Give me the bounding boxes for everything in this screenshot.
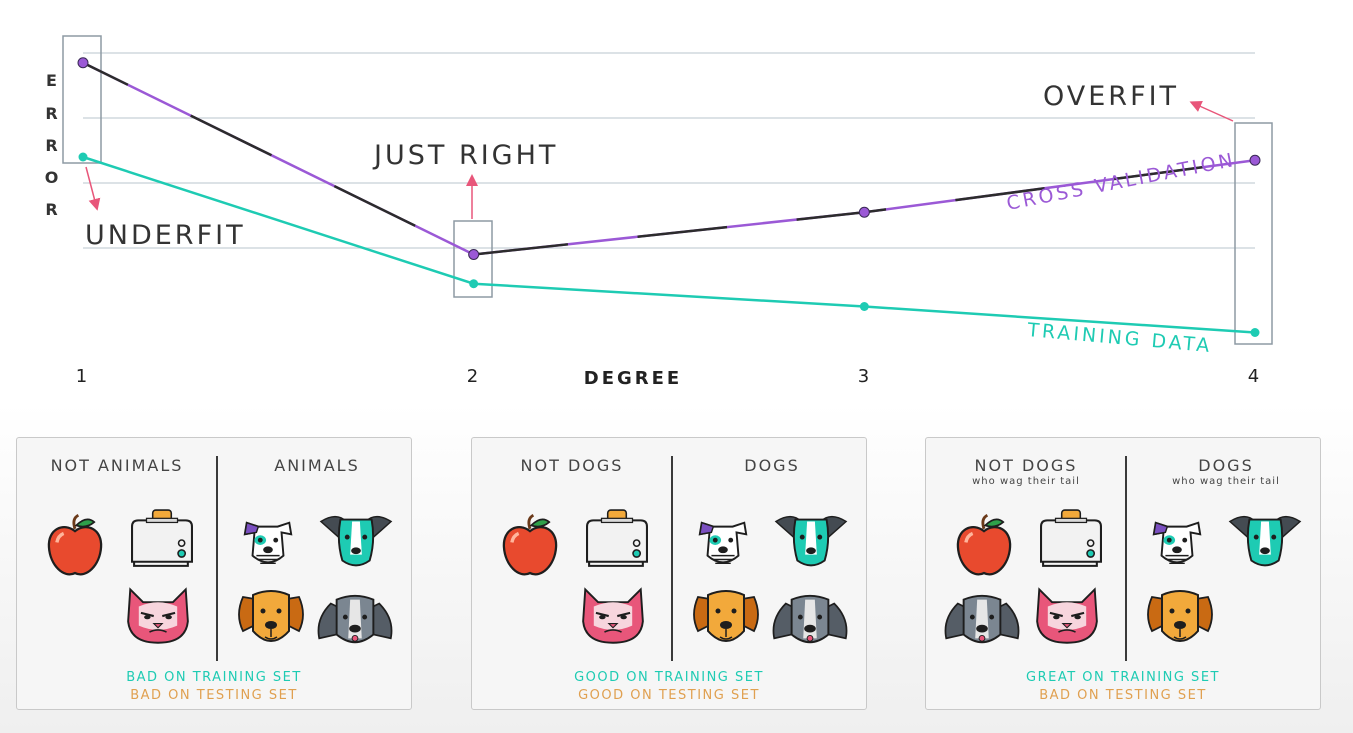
data-point-cross-validation-2 — [468, 249, 480, 260]
data-point-training-data-2 — [469, 279, 479, 289]
dog-orange-icon — [1142, 585, 1218, 656]
data-point-cross-validation-1 — [77, 57, 89, 69]
cat-icon — [578, 583, 648, 652]
underfit-arrow — [85, 166, 101, 211]
x-tick-label-2: 2 — [467, 366, 481, 387]
dog-spotted-icon — [239, 516, 297, 577]
right-group-title: ANIMALS — [274, 456, 360, 475]
panel-not-animals-vs-animals: NOT ANIMALS ANIMALS BAD ON TRAINING SET … — [16, 437, 412, 710]
right-group-title: DOGS — [1198, 456, 1254, 475]
dog-teal-icon — [317, 511, 395, 576]
x-axis-label: DEGREE — [584, 368, 682, 389]
data-point-training-data-4 — [1250, 328, 1260, 337]
toaster-icon — [125, 508, 199, 575]
left-group-title: NOT ANIMALS — [50, 456, 184, 475]
x-tick-label-3: 3 — [858, 366, 872, 387]
data-point-training-data-1 — [78, 152, 88, 162]
error-vs-degree-chart: E R R O R 1 2 3 4 DEGREE UNDERFIT JUST R… — [45, 35, 1273, 389]
y-axis-letter-r3: R — [45, 200, 60, 219]
just-right-annotation: JUST RIGHT — [372, 140, 558, 171]
panel-divider — [216, 456, 218, 661]
testing-result: GOOD ON TESTING SET — [578, 688, 760, 703]
left-group-title: NOT DOGS — [520, 456, 624, 475]
cat-icon — [123, 583, 193, 652]
toaster-icon — [1034, 508, 1108, 575]
dog-spotted-icon — [694, 516, 752, 577]
y-axis-letter-r1: R — [45, 104, 60, 123]
right-group-title: DOGS — [744, 456, 800, 475]
left-group-title: NOT DOGS — [974, 456, 1078, 475]
dog-orange-icon — [688, 585, 764, 656]
y-axis-letter-e: E — [46, 71, 60, 90]
toaster-icon — [580, 508, 654, 575]
x-tick-label-4: 4 — [1248, 366, 1262, 387]
series-line-shadow-cross-validation — [82, 61, 1256, 256]
just-right-highlight-box — [453, 220, 493, 298]
dog-gray-icon — [942, 590, 1022, 653]
data-point-training-data-3 — [859, 302, 869, 311]
panel-dogs-who-wag-their-tail: NOT DOGS who wag their tail DOGS who wag… — [925, 437, 1321, 710]
underfit-annotation: UNDERFIT — [85, 220, 246, 251]
x-tick-label-1: 1 — [76, 366, 90, 387]
dog-gray-icon — [315, 590, 395, 653]
training-result: GREAT ON TRAINING SET — [1026, 670, 1220, 685]
training-result: GOOD ON TRAINING SET — [574, 670, 764, 685]
overfit-highlight-box — [1234, 122, 1273, 345]
testing-result: BAD ON TESTING SET — [130, 688, 298, 703]
right-group-subtitle: who wag their tail — [1172, 476, 1280, 487]
series-label-cross-validation: CROSS VALIDATION — [1005, 149, 1238, 215]
panel-not-dogs-vs-dogs: NOT DOGS DOGS GOOD ON TRAINING SET GOOD … — [471, 437, 867, 710]
training-result: BAD ON TRAINING SET — [126, 670, 302, 685]
apple-icon — [950, 513, 1018, 586]
y-axis-letter-r2: R — [45, 136, 60, 155]
overfit-annotation: OVERFIT — [1043, 81, 1179, 112]
apple-icon — [496, 513, 564, 586]
apple-icon — [41, 513, 109, 586]
dog-gray-icon — [770, 590, 850, 653]
cat-icon — [1032, 583, 1102, 652]
overfit-arrow — [1189, 100, 1234, 122]
panel-divider — [1125, 456, 1127, 661]
dog-teal-icon — [1226, 511, 1304, 576]
dog-orange-icon — [233, 585, 309, 656]
data-point-cross-validation-3 — [858, 206, 870, 218]
y-axis-letter-o: O — [45, 168, 62, 187]
panel-divider — [671, 456, 673, 661]
left-group-subtitle: who wag their tail — [972, 476, 1080, 487]
dog-teal-icon — [772, 511, 850, 576]
underfit-highlight-box — [62, 35, 102, 164]
series-line-training-data — [82, 155, 1256, 334]
dog-spotted-icon — [1148, 516, 1206, 577]
testing-result: BAD ON TESTING SET — [1039, 688, 1207, 703]
data-point-cross-validation-4 — [1249, 154, 1261, 166]
